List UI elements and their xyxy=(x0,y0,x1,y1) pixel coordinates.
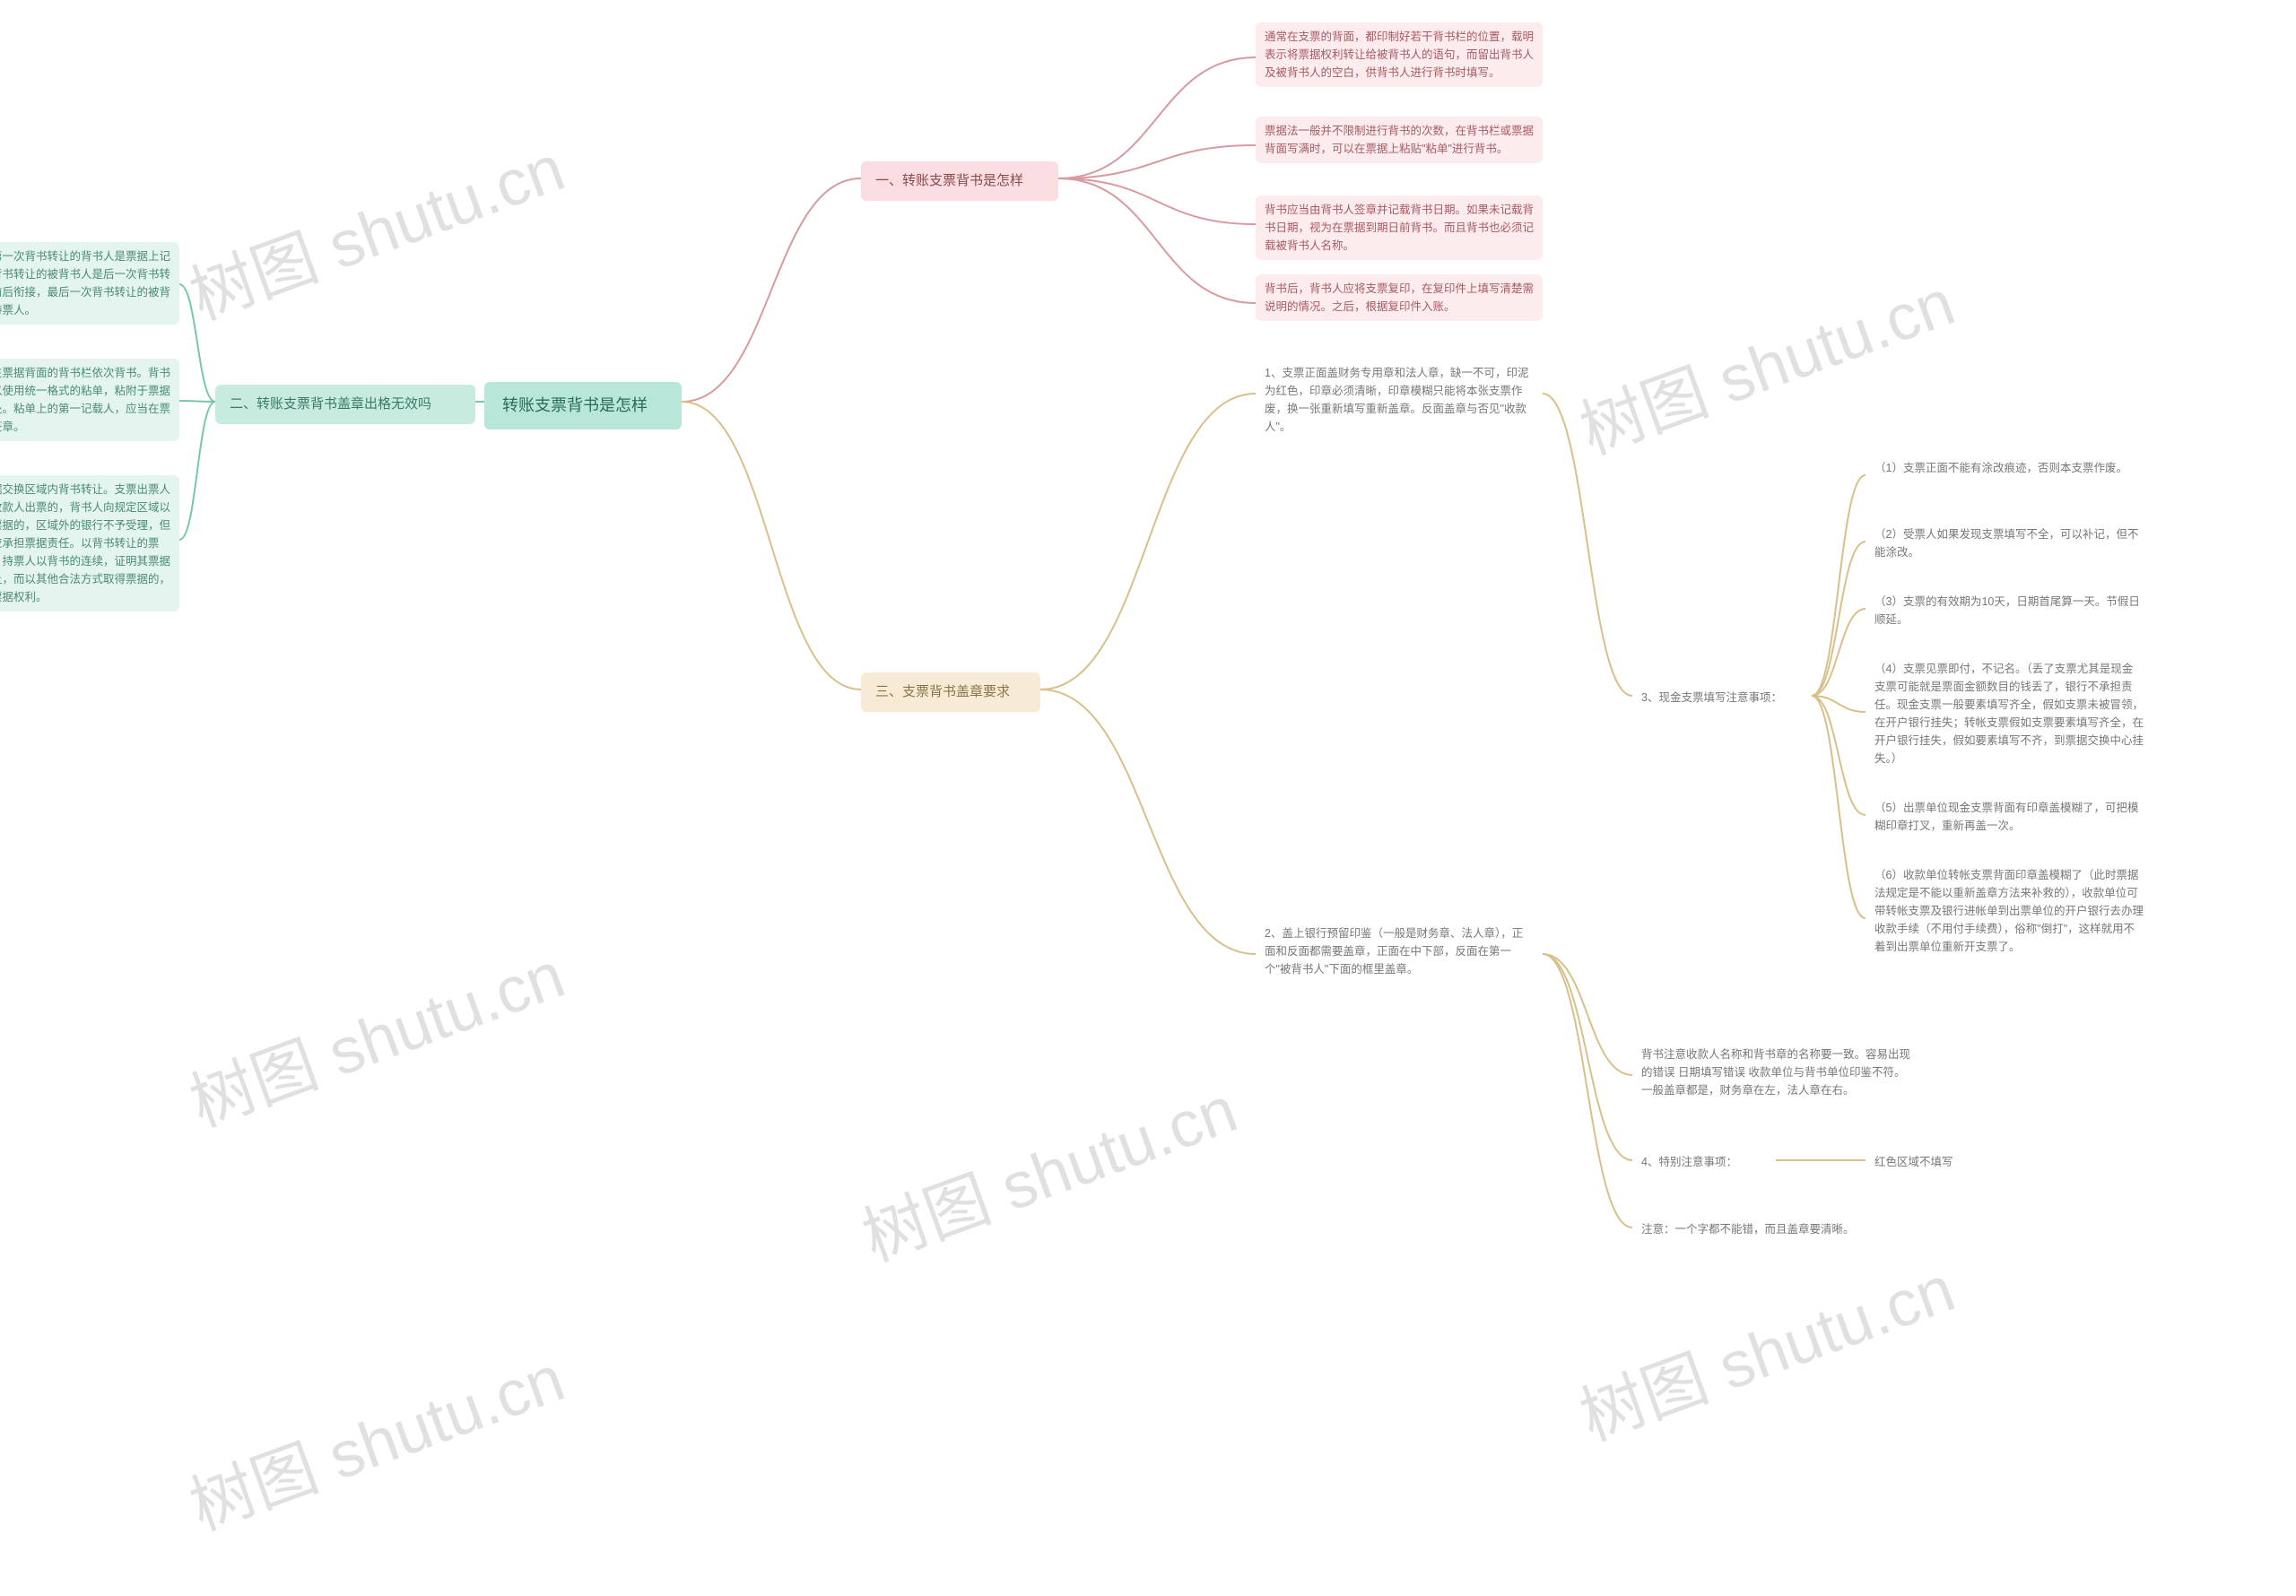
leaf-b3_3_3: （3）支票的有效期为10天，日期首尾算一天。节假日顺延。 xyxy=(1866,587,2152,634)
connector xyxy=(1812,542,1866,696)
watermark: 树图 shutu.cn xyxy=(848,1057,1248,1279)
connector xyxy=(1543,954,1632,1227)
leaf-b3_3_4: （4）支票见票即付，不记名。（丢了支票尤其是现金支票可能就是票面金额数目的钱丢了… xyxy=(1866,655,2152,773)
watermark: 树图 shutu.cn xyxy=(1565,250,1965,473)
connector xyxy=(179,402,215,540)
leaf-b1_3: 背书应当由背书人签章并记载背书日期。如果未记载背书日期，视为在票据到期日前背书。… xyxy=(1256,195,1543,260)
leaf-b3_4a: 背书注意收款人名称和背书章的名称要一致。容易出现的错误 日期填写错误 收款单位与… xyxy=(1632,1040,1919,1105)
connector xyxy=(1040,394,1256,690)
connector xyxy=(682,402,861,690)
leaf-b2_2: 票据的背书人应当在票据背面的背书栏依次背书。背书栏不敷背书的，可以使用统一格式的… xyxy=(0,359,179,441)
connector xyxy=(1040,690,1256,954)
leaf-b3_3_label: 3、现金支票填写注意事项： xyxy=(1632,683,1812,712)
watermark: 树图 shutu.cn xyxy=(175,116,575,338)
connector xyxy=(1812,696,1866,815)
connector xyxy=(1812,696,1866,918)
leaf-b2_1: 背书连续是指票据第一次背书转让的背书人是票据上记载的收款人，前次背书转让的被背书… xyxy=(0,242,179,325)
connector xyxy=(1812,696,1866,712)
connector xyxy=(179,401,215,402)
leaf-b3_3_1: （1）支票正面不能有涂改痕迹，否则本支票作废。 xyxy=(1866,454,2152,482)
connector xyxy=(682,178,861,402)
connector xyxy=(1058,145,1256,178)
leaf-b1_1: 通常在支票的背面，都印制好若干背书栏的位置，载明表示将票据权利转让给被背书人的语… xyxy=(1256,22,1543,87)
connector xyxy=(1812,475,1866,696)
branch-b1: 一、转账支票背书是怎样 xyxy=(861,161,1058,201)
leaf-b3_4c: 注意：一个字都不能错，而且盖章要清晰。 xyxy=(1632,1215,1901,1244)
leaf-b1_4: 背书后，背书人应将支票复印，在复印件上填写清楚需说明的情况。之后，根据复印件入账… xyxy=(1256,274,1543,321)
connector xyxy=(1058,178,1256,303)
connector xyxy=(1543,394,1632,696)
connector xyxy=(179,284,215,402)
leaf-b3_4b_label: 4、特别注意事项： xyxy=(1632,1148,1776,1176)
leaf-b3_3_6: （6）收款单位转帐支票背面印章盖模糊了（此时票据法规定是不能以重新盖章方法来补救… xyxy=(1866,861,2152,961)
leaf-b3_1: 1、支票正面盖财务专用章和法人章，缺一不可，印泥为红色，印章必须清晰，印章模糊只… xyxy=(1256,359,1543,441)
connector xyxy=(1812,609,1866,696)
connector xyxy=(1058,57,1256,178)
watermark: 树图 shutu.cn xyxy=(1565,1236,1965,1459)
leaf-b3_2: 2、盖上银行预留印鉴（一般是财务章、法人章），正面和反面都需要盖章，正面在中下部… xyxy=(1256,919,1543,984)
watermark: 树图 shutu.cn xyxy=(175,1326,575,1548)
leaf-b3_3_5: （5）出票单位现金支票背面有印章盖模糊了，可把模糊印章打叉，重新再盖一次。 xyxy=(1866,794,2152,840)
root-node: 转账支票背书是怎样 xyxy=(484,382,682,429)
leaf-b1_2: 票据法一般并不限制进行背书的次数，在背书栏或票据背面写满时，可以在票据上粘贴"粘… xyxy=(1256,117,1543,163)
connector xyxy=(1543,954,1632,1160)
connector xyxy=(1058,178,1256,224)
connector xyxy=(1543,954,1632,1075)
watermark: 树图 shutu.cn xyxy=(175,923,575,1145)
leaf-b3_4b_val: 红色区域不填写 xyxy=(1866,1148,2009,1176)
branch-b2: 二、转账支票背书盖章出格无效吗 xyxy=(215,385,475,424)
leaf-b2_3: 支票仅限于在其票据交换区域内背书转让。支票出票人向规定区域以外的收款人出票的，背… xyxy=(0,475,179,612)
leaf-b3_3_2: （2）受票人如果发现支票填写不全，可以补记，但不能涂改。 xyxy=(1866,520,2152,567)
branch-b3: 三、支票背书盖章要求 xyxy=(861,672,1040,712)
